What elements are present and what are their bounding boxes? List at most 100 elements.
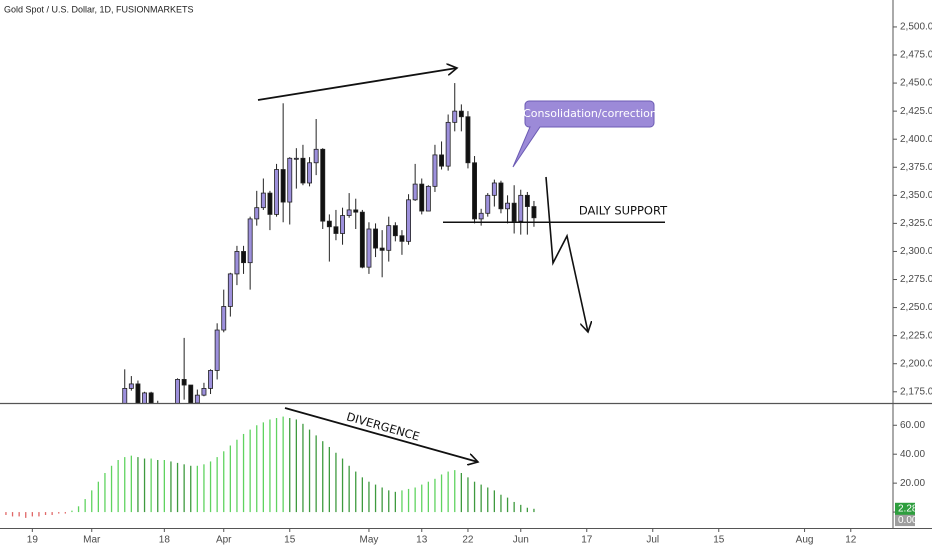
trend-arrow <box>257 68 457 101</box>
candle-body <box>419 183 425 212</box>
candle-body <box>412 183 418 201</box>
candle-body <box>135 383 141 403</box>
candle-body <box>340 215 345 234</box>
y-tick-label: 2,425.00 <box>900 106 932 117</box>
x-tick-label: May <box>359 535 378 546</box>
candle-body <box>181 379 187 386</box>
callout-bubble <box>512 100 655 168</box>
x-tick-label: 13 <box>416 535 428 546</box>
candle-body <box>478 212 484 220</box>
candle-body <box>188 384 194 403</box>
candle-body <box>524 194 530 207</box>
x-tick-label: Mar <box>83 535 101 546</box>
x-tick-label: 12 <box>845 535 857 546</box>
candle-body <box>505 202 510 210</box>
x-tick-label: 15 <box>713 535 725 546</box>
y-tick-label: 2,350.00 <box>900 190 932 201</box>
y-tick-label: 2,175.00 <box>900 386 932 397</box>
candle-body <box>518 194 524 222</box>
y-tick-label: 2,225.00 <box>900 330 932 341</box>
candle-body <box>148 392 154 403</box>
candle-body <box>373 228 378 249</box>
candle-body <box>313 148 319 164</box>
callout-text: Consolidation/correction <box>523 107 657 120</box>
candle-body <box>399 235 405 242</box>
candle-body <box>267 192 273 215</box>
x-tick-label: Apr <box>216 535 232 546</box>
candle-body <box>122 388 128 403</box>
x-tick-label: 18 <box>159 535 171 546</box>
candle-body <box>353 209 359 213</box>
candle-body <box>445 121 451 167</box>
candle-body <box>359 211 365 268</box>
candle-body <box>491 182 497 196</box>
candle-body <box>280 169 286 203</box>
y-tick-label: 2,475.00 <box>900 50 932 61</box>
y-tick-label: 20.00 <box>900 478 925 489</box>
candle-body <box>458 110 464 118</box>
candle-body <box>247 218 253 264</box>
candle-body <box>300 157 306 184</box>
candle-body <box>175 379 180 403</box>
y-tick-label: 60.00 <box>900 420 925 431</box>
candle-body <box>452 110 458 123</box>
chart-title: Gold Spot / U.S. Dollar, 1D, FUSIONMARKE… <box>4 4 194 14</box>
projection-arrow <box>545 176 588 332</box>
y-tick-label: 2,450.00 <box>900 78 932 89</box>
candle-body <box>287 157 293 203</box>
candle-body <box>241 251 246 264</box>
candle-body <box>326 220 332 228</box>
oscillator-pane <box>5 416 535 518</box>
candle-body <box>221 306 227 331</box>
candle-body <box>254 207 260 220</box>
y-tick-label: 40.00 <box>900 449 925 460</box>
candle-body <box>439 154 444 167</box>
x-tick-label: Aug <box>796 535 814 546</box>
y-tick-label: 2,325.00 <box>900 218 932 229</box>
x-tick-label: Jun <box>513 535 529 546</box>
candle-body <box>425 185 431 212</box>
zero-label-box <box>895 514 915 527</box>
candle-body <box>320 148 326 222</box>
candle-body <box>406 199 411 242</box>
candle-body <box>208 370 213 389</box>
y-tick-label: 2,500.00 <box>900 22 932 33</box>
candle-body <box>260 192 266 209</box>
support-label: DAILY SUPPORT <box>579 204 668 218</box>
candle-body <box>214 329 220 371</box>
last-value-box <box>895 502 915 515</box>
candle-body <box>531 206 537 219</box>
candle-body <box>234 251 240 275</box>
candle-body <box>465 116 471 164</box>
y-tick-label: 2,275.00 <box>900 274 932 285</box>
y-tick-label: 0.00 <box>898 515 918 526</box>
candle-body <box>511 202 517 222</box>
candle-body <box>227 273 233 307</box>
y-tick-label: 2,200.00 <box>900 358 932 369</box>
candle-body <box>392 225 398 237</box>
candle-body <box>366 228 372 268</box>
candle-body <box>379 247 385 251</box>
x-tick-label: 17 <box>581 535 593 546</box>
candle-body <box>432 154 438 187</box>
candle-body <box>142 392 147 403</box>
x-tick-label: 19 <box>27 535 39 546</box>
candle-body <box>472 162 477 220</box>
candle-body <box>307 162 312 184</box>
candle-body <box>386 225 392 251</box>
candle-body <box>274 169 279 215</box>
candle-body <box>201 388 207 396</box>
last-value-label: 2.28 <box>898 503 918 514</box>
y-tick-label: 2,400.00 <box>900 134 932 145</box>
candle-body <box>333 226 339 234</box>
candle-body <box>346 209 352 216</box>
y-tick-label: 2,250.00 <box>900 302 932 313</box>
candle-body <box>194 394 200 403</box>
y-tick-label: 2,300.00 <box>900 246 932 257</box>
x-tick-label: Jul <box>646 535 659 546</box>
candle-body <box>128 383 134 389</box>
x-tick-label: 22 <box>462 535 474 546</box>
